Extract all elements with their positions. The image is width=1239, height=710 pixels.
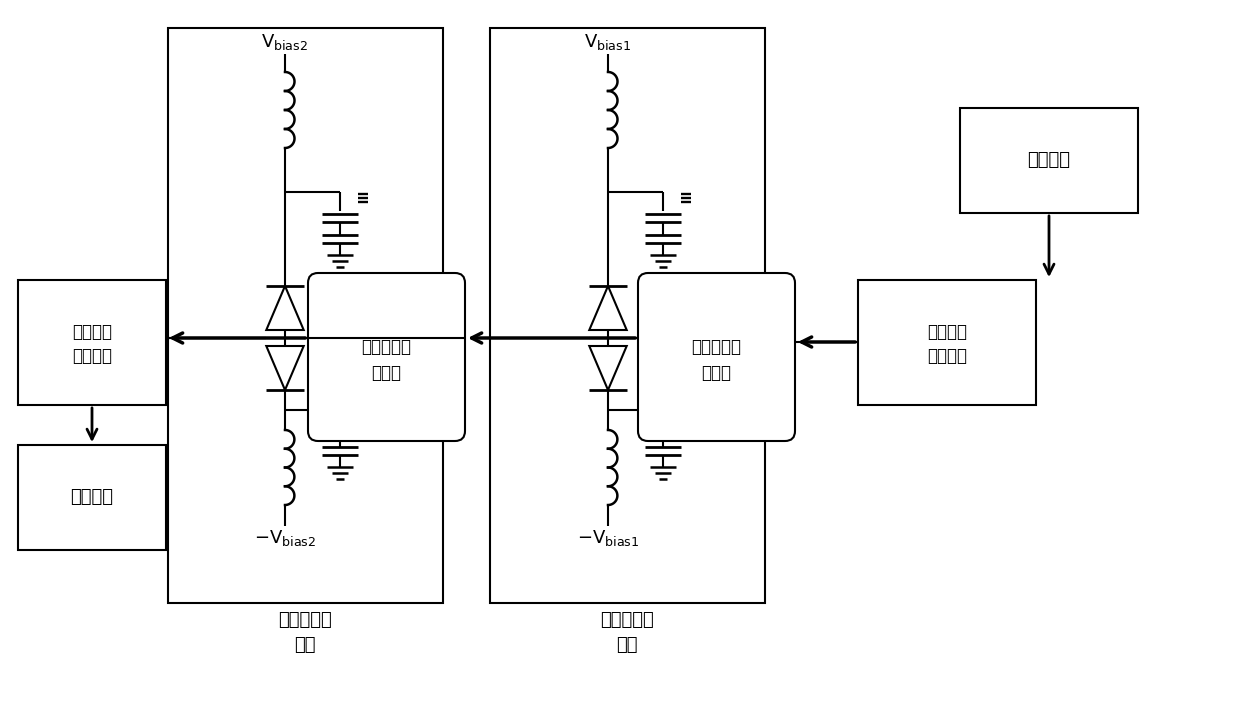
- Bar: [19, 445, 166, 550]
- Text: 滤波器: 滤波器: [370, 364, 401, 382]
- Text: 置线探头: 置线探头: [927, 347, 966, 365]
- Text: 第一级低通: 第一级低通: [691, 338, 741, 356]
- Bar: [489, 28, 764, 603]
- Text: $\mathrm{-V_{bias1}}$: $\mathrm{-V_{bias1}}$: [577, 528, 639, 548]
- Text: 悬置线转: 悬置线转: [72, 323, 112, 341]
- Text: 第二级低通: 第二级低通: [361, 338, 411, 356]
- Text: 第一级倍频: 第一级倍频: [600, 611, 654, 629]
- Text: 电路: 电路: [294, 636, 316, 654]
- Text: $\mathrm{V_{bias1}}$: $\mathrm{V_{bias1}}$: [585, 32, 632, 52]
- Polygon shape: [266, 286, 304, 330]
- Text: $\mathrm{V_{bias2}}$: $\mathrm{V_{bias2}}$: [261, 32, 309, 52]
- Text: 电路: 电路: [616, 636, 638, 654]
- Bar: [960, 108, 1137, 213]
- Polygon shape: [590, 286, 627, 330]
- Polygon shape: [590, 346, 627, 390]
- FancyBboxPatch shape: [309, 273, 465, 441]
- Text: 滤波器: 滤波器: [701, 364, 731, 382]
- Text: 第二级倍频: 第二级倍频: [278, 611, 332, 629]
- Text: 波导转悬: 波导转悬: [927, 323, 966, 341]
- Bar: [857, 280, 1036, 405]
- Bar: [19, 280, 166, 405]
- Bar: [169, 28, 444, 603]
- Text: 波导探头: 波导探头: [72, 347, 112, 365]
- Text: 输入波导: 输入波导: [1027, 151, 1070, 169]
- Polygon shape: [266, 346, 304, 390]
- Text: 输出波导: 输出波导: [71, 488, 114, 506]
- FancyBboxPatch shape: [638, 273, 795, 441]
- Text: $\mathrm{-V_{bias2}}$: $\mathrm{-V_{bias2}}$: [254, 528, 316, 548]
